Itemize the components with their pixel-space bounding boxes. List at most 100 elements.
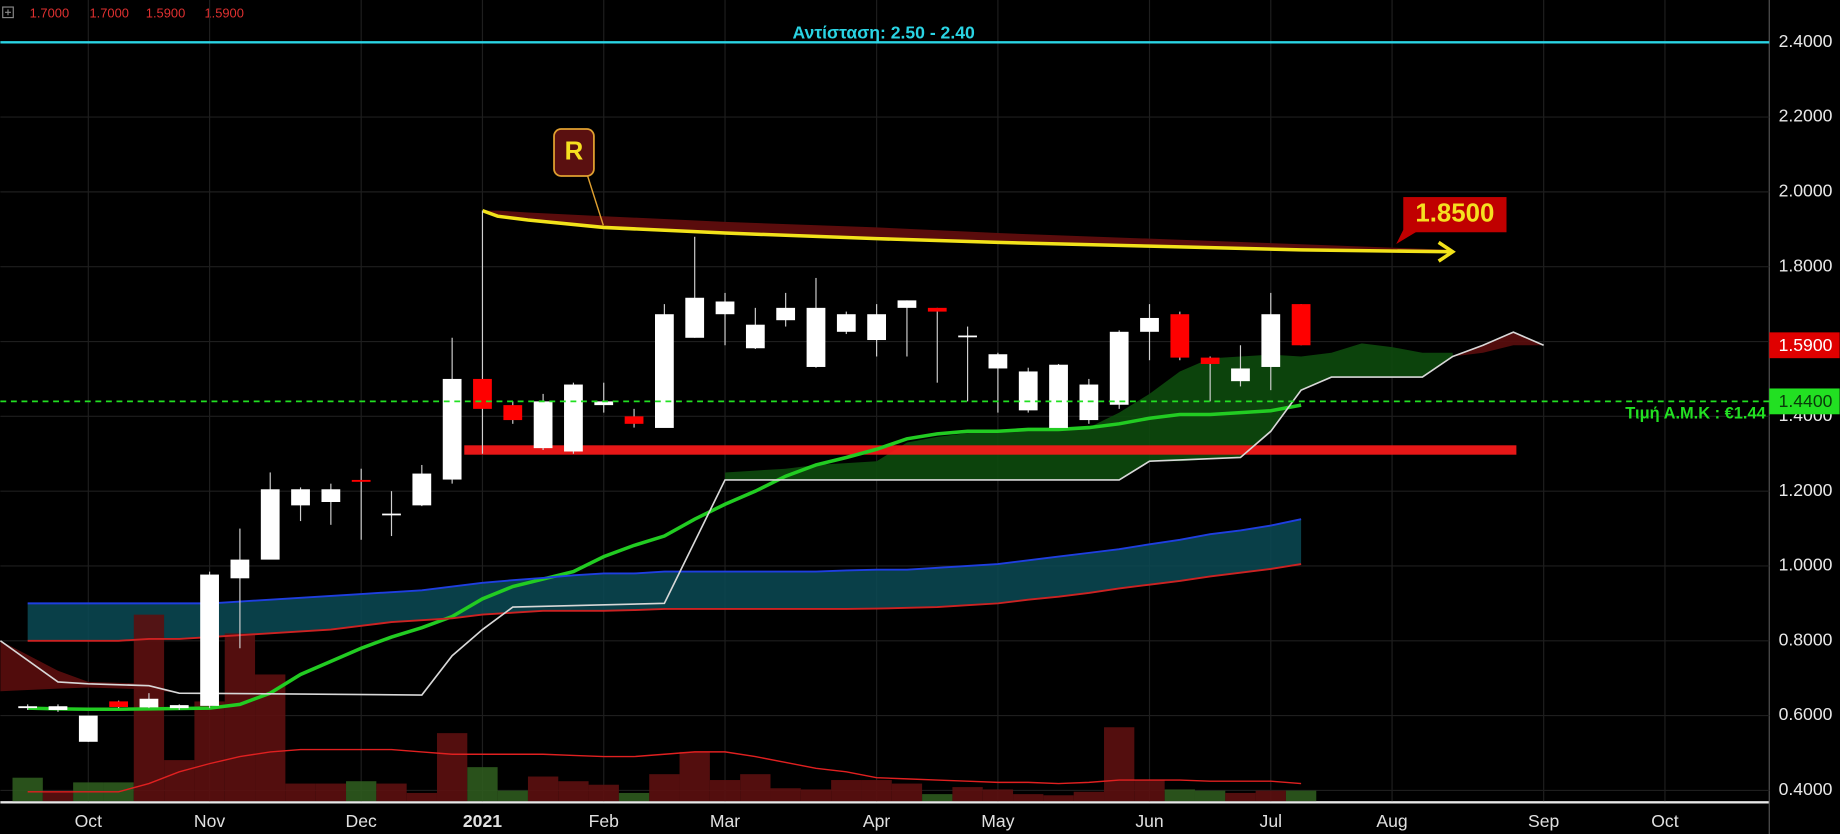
y-tick-label: 0.8000 [1779,629,1833,649]
header-high: 1.7000 [90,5,129,20]
candle-body [988,354,1008,369]
candle-body [594,401,614,406]
volume-bar [194,701,225,802]
x-tick-label: Aug [1376,811,1407,831]
y-tick-label: 0.6000 [1779,704,1833,724]
candle-body [291,489,310,506]
candle-body [382,513,401,516]
x-tick-label: Nov [194,811,225,831]
candle-body [867,314,887,341]
header-icon [2,6,14,19]
price-badge [1769,388,1840,415]
y-tick-label: 2.2000 [1779,106,1833,126]
volume-bar [558,781,589,802]
callout-label: R [565,137,584,165]
x-tick-label: Dec [346,811,377,831]
target-label: 1.8500 [1415,199,1494,227]
band-fill [27,519,1302,641]
cloud [1452,332,1544,357]
volume-bar [1013,794,1044,802]
volume-bar [861,780,892,802]
candle-body [897,300,917,308]
candle-body [1200,357,1220,364]
header-low: 1.5900 [146,5,185,20]
volume-bar [12,777,43,802]
x-tick-label: Feb [589,811,620,831]
volume-bar [618,792,650,802]
y-tick-label: 2.0000 [1779,181,1833,201]
offer-label: Τιμή Α.Μ.Κ : €1.44 [1625,405,1766,423]
y-tick-label: 1.8000 [1779,255,1833,275]
volume-bar [588,784,619,802]
volume-bar [922,794,953,802]
volume-bar [800,789,832,802]
x-tick-label: Jun [1135,811,1163,831]
volume-bar [679,751,710,802]
volume-bar [649,774,680,802]
candle-body [321,489,341,503]
volume-bar [1073,791,1105,802]
volume-bar [376,783,407,802]
candle-body [109,701,129,707]
x-tick-label: Sep [1528,811,1560,831]
trend-fill [482,210,1453,252]
volume-bar [164,760,195,802]
indicator-line [27,403,1302,711]
y-tick-label: 1.0000 [1779,555,1833,575]
candle-body [169,705,189,709]
target-box [1403,197,1507,233]
candle-body [1140,317,1159,332]
volume-bar [1255,790,1286,802]
candle-body [776,307,796,321]
candle-body [412,473,432,506]
candle-body [200,574,219,706]
candle-body [745,324,765,349]
candle-body [18,706,38,709]
candle-body [533,401,553,449]
candle-body [1109,331,1129,405]
x-tick-label: Jul [1260,811,1282,831]
x-tick-label: Apr [863,811,891,831]
candle-body [624,416,644,424]
candle-body [1261,314,1281,367]
price-badge-label: 1.4400 [1779,391,1833,411]
volume-bar [346,781,377,802]
volume-bar [831,780,862,802]
trend-arrow [1437,240,1456,263]
volume-bar [982,789,1014,802]
base-line [0,331,1544,696]
candle-body [1291,304,1311,346]
volume-bar [1225,792,1256,802]
volume-bar [1285,790,1317,802]
volume-bar [1104,727,1135,802]
volume-bar [891,783,923,802]
callout-pointer [586,173,604,226]
candle-body [654,314,674,428]
volume-bar [285,783,316,802]
price-badge [1769,332,1840,359]
candle-body [806,307,826,367]
candle-body [1079,384,1099,421]
candle-body [1049,364,1068,428]
volume-bar [497,790,528,802]
candle-body [139,698,159,708]
y-tick-label: 2.4000 [1779,31,1833,51]
volume-bar [42,791,74,802]
candle-body [351,479,371,482]
y-tick-label: 0.4000 [1779,779,1833,799]
candle-body [958,335,977,338]
volume-bar [1043,795,1074,802]
candle-body [48,706,68,710]
volume-bar [406,792,437,802]
volume-bar [467,767,498,802]
volume-bar [224,633,256,802]
price-badge-label: 1.5900 [1779,335,1833,355]
trend-line [481,208,1453,254]
candle-body [230,559,250,579]
x-axis-line [0,801,1770,804]
x-tick-label: Oct [1651,811,1678,831]
candle-body [1170,314,1190,358]
x-tick-label: May [981,811,1014,831]
volume-bar [1134,780,1165,802]
volume-ma-line [27,748,1302,793]
